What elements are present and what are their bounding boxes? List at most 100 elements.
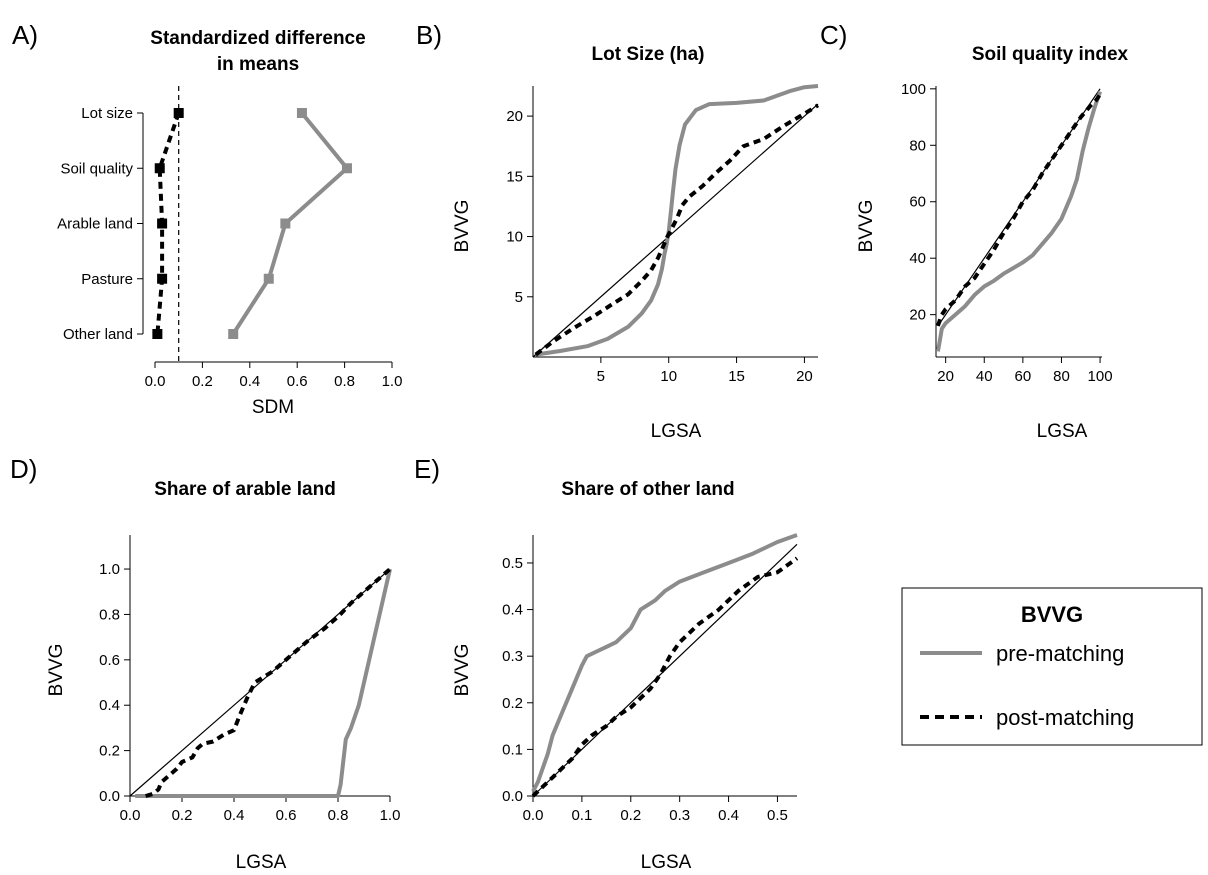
panel-b-y-axis-label: BVVG	[452, 200, 473, 253]
panel-c-x-tick-label: 20	[937, 368, 954, 385]
panel-b-post-line	[534, 103, 820, 357]
panel-e-y-axis-label: BVVG	[452, 644, 473, 697]
panel-d-x-tick-label: 0.6	[276, 807, 297, 824]
panel-d-y-axis-label: BVVG	[46, 644, 67, 697]
panel-c: C) Soil quality index 20 40 60 80 100 20 40 60 8…	[820, 20, 1129, 442]
panel-b-x-tick-label: 10	[660, 368, 677, 385]
panel-e-x-tick-label: 0.5	[767, 807, 788, 824]
panel-a-x-tick-label: 0.6	[287, 373, 308, 390]
panel-b-y-tick-label: 5	[515, 289, 523, 306]
panel-c-title: Soil quality index	[972, 44, 1129, 65]
panel-a-pre-point	[341, 163, 352, 174]
panel-a-category-label: Soil quality	[60, 160, 133, 177]
panel-b-x-tick-label: 15	[728, 368, 745, 385]
panel-e-y-tick-label: 0.2	[502, 695, 523, 712]
legend: BVVG pre-matching post-matching	[901, 587, 1203, 746]
panel-d-letter: D)	[10, 454, 37, 484]
panel-d-y-tick-label: 0.4	[99, 697, 120, 714]
panel-a-letter: A)	[12, 20, 38, 50]
panel-e-plot: 0.0 0.1 0.2 0.3 0.4 0.5 0.0 0.1 0.2 0.3 0.4 0.5	[502, 533, 799, 824]
panel-d-y-tick-label: 0.0	[99, 788, 120, 805]
panel-a-title-line-2: in means	[217, 54, 299, 75]
panel-d-plot: 0.0 0.2 0.4 0.6 0.8 1.0 0.0 0.2 0.4 0.6 0.8 1.0	[99, 535, 400, 824]
panel-a-plot: 0.0 0.2 0.4 0.6 0.8 1.0 Lot size Soil quality Ar…	[57, 86, 402, 390]
panel-a-post-point	[152, 329, 163, 339]
panel-c-y-tick-label: 60	[909, 194, 926, 211]
legend-label-post-matching: post-matching	[996, 705, 1134, 730]
panel-c-y-tick-label: 40	[909, 250, 926, 267]
panel-e-y-tick-label: 0.3	[502, 648, 523, 665]
panel-b-pre-line	[535, 84, 819, 357]
panel-a-category-label: Lot size	[81, 105, 133, 122]
panel-c-letter: C)	[820, 20, 847, 50]
panel-a-category-label: Other land	[63, 326, 133, 343]
panel-c-plot: 20 40 60 80 100 20 40 60 80 100	[901, 81, 1113, 385]
panel-e-letter: E)	[414, 454, 440, 484]
panel-a-category-label: Pasture	[81, 271, 133, 288]
panel-a-post-point	[157, 218, 168, 229]
panel-d-x-tick-label: 0.2	[172, 807, 193, 824]
panel-e-post-line	[531, 556, 799, 798]
panel-e-y-tick-label: 0.1	[502, 741, 523, 758]
panel-a-post-point	[154, 163, 165, 174]
panel-c-x-tick-label: 80	[1053, 368, 1070, 385]
panel-d: D) Share of arable land 0.0 0.2 0.4 0.6 0.8 1…	[10, 454, 400, 873]
panel-a-x-tick-label: 0.8	[334, 373, 355, 390]
panel-b-y-tick-label: 20	[506, 108, 523, 125]
panel-b-diagonal-line	[532, 103, 819, 358]
panel-a-post-point	[173, 108, 184, 118]
panel-e-y-tick-label: 0.5	[502, 555, 523, 572]
panel-c-y-tick-label: 100	[901, 81, 926, 98]
panel-c-x-tick-label: 40	[976, 368, 993, 385]
panel-b-y-tick-label: 10	[506, 229, 523, 246]
panel-c-pre-line	[935, 90, 1102, 352]
panel-a: A) Standardized difference in means 0.0 0…	[12, 20, 402, 418]
panel-c-x-axis-label: LGSA	[1037, 421, 1088, 442]
panel-e: E) Share of other land 0.0 0.1 0.2 0.3 0.4 0.…	[414, 454, 799, 873]
panel-c-y-tick-label: 80	[909, 137, 926, 154]
panel-b-x-tick-label: 5	[597, 368, 605, 385]
panel-d-pre-line	[135, 568, 392, 798]
panel-b-x-tick-label: 20	[796, 368, 813, 385]
panel-a-x-tick-label: 0.0	[145, 373, 166, 390]
panel-e-x-tick-label: 0.4	[718, 807, 739, 824]
panel-e-x-axis-label: LGSA	[641, 852, 692, 873]
panel-e-x-tick-label: 0.2	[620, 807, 641, 824]
panel-b-y-tick-label: 15	[506, 168, 523, 185]
panel-b-letter: B)	[416, 20, 442, 50]
panel-d-x-tick-label: 0.0	[120, 807, 141, 824]
panel-d-post-line	[145, 567, 392, 798]
panel-b-x-axis-label: LGSA	[651, 421, 702, 442]
panel-a-x-axis-label: SDM	[252, 397, 294, 418]
panel-a-x-tick-label: 0.4	[239, 373, 260, 390]
panel-d-x-tick-label: 0.4	[224, 807, 245, 824]
panel-c-x-tick-label: 100	[1088, 368, 1113, 385]
panel-a-pre-point	[263, 273, 274, 284]
panel-a-x-tick-label: 1.0	[382, 373, 403, 390]
panel-a-pre-point	[296, 108, 307, 118]
panel-c-y-axis-label: BVVG	[856, 200, 877, 253]
panel-e-pre-line	[531, 533, 798, 793]
panel-b-title: Lot Size (ha)	[592, 44, 705, 65]
panel-d-x-axis-label: LGSA	[236, 852, 287, 873]
panel-c-y-tick-label: 20	[909, 307, 926, 324]
panel-a-category-label: Arable land	[57, 216, 133, 233]
panel-a-post-point	[157, 273, 168, 284]
panel-c-x-tick-label: 60	[1015, 368, 1032, 385]
legend-title: BVVG	[1021, 602, 1083, 627]
panel-d-y-tick-label: 0.8	[99, 606, 120, 623]
panel-e-x-tick-label: 0.0	[523, 807, 544, 824]
panel-d-x-tick-label: 0.8	[328, 807, 349, 824]
panel-a-title-line-1: Standardized difference	[150, 28, 365, 49]
panel-a-pre-point	[280, 218, 291, 229]
panel-b: B) Lot Size (ha) 5 10 15 20 5 10 15 20 LGSA BVV…	[416, 20, 820, 442]
panel-d-title: Share of arable land	[154, 479, 336, 500]
panel-d-y-tick-label: 0.6	[99, 652, 120, 669]
panel-b-plot: 5 10 15 20 5 10 15 20	[506, 84, 820, 385]
panel-e-y-tick-label: 0.0	[502, 788, 523, 805]
panel-a-pre-point	[228, 329, 239, 339]
panel-a-x-tick-label: 0.2	[192, 373, 213, 390]
panel-d-diagonal-line	[129, 568, 391, 797]
panel-e-title: Share of other land	[561, 479, 734, 500]
panel-e-x-tick-label: 0.3	[669, 807, 690, 824]
